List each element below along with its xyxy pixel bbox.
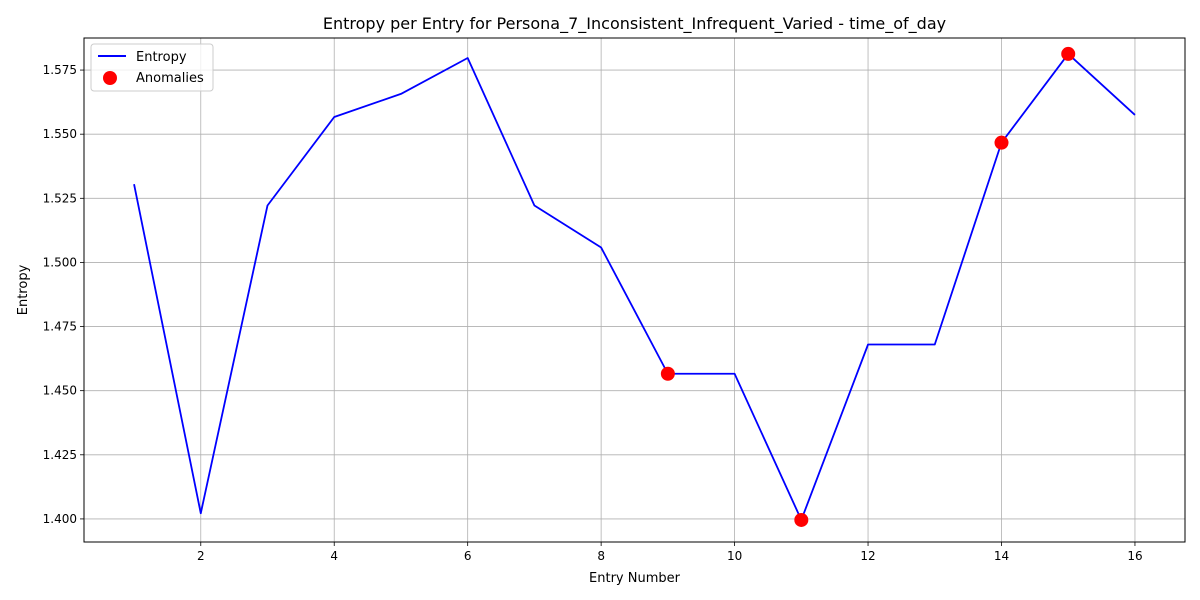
y-tick-label: 1.425 [43, 448, 77, 462]
x-tick-label: 8 [597, 549, 605, 563]
y-axis-label: Entropy [16, 264, 31, 315]
chart-title: Entropy per Entry for Persona_7_Inconsis… [323, 14, 946, 34]
legend: Entropy Anomalies [90, 43, 214, 92]
x-tick-label: 6 [464, 549, 472, 563]
entropy-series-line [133, 53, 1136, 521]
anomaly-point [794, 512, 809, 527]
tick-layer: 2 4 6 8 10 12 14 16 1.400 1.425 1.450 1.475 1.500 1.5… [43, 63, 1143, 563]
y-tick-label: 1.450 [43, 384, 77, 398]
y-tick-label: 1.475 [43, 320, 77, 334]
x-tick-label: 12 [860, 549, 875, 563]
x-tick-label: 2 [197, 549, 205, 563]
y-tick-label: 1.575 [43, 63, 77, 77]
anomaly-point [1061, 46, 1076, 61]
x-tick-label: 14 [994, 549, 1009, 563]
anomaly-point [660, 366, 675, 381]
x-axis-label: Entry Number [589, 571, 681, 586]
x-tick-label: 16 [1127, 549, 1142, 563]
x-tick-label: 4 [330, 549, 338, 563]
legend-anomalies-label: Anomalies [136, 71, 204, 86]
plot-frame [83, 37, 1186, 543]
y-tick-label: 1.400 [43, 512, 77, 526]
x-tick-label: 10 [727, 549, 742, 563]
y-tick-label: 1.500 [43, 255, 77, 269]
legend-entropy-label: Entropy [136, 50, 187, 65]
grid-layer [84, 38, 1185, 542]
y-tick-label: 1.550 [43, 127, 77, 141]
series-layer [133, 46, 1136, 527]
y-tick-label: 1.525 [43, 191, 77, 205]
legend-anomalies-swatch [103, 71, 117, 85]
anomaly-point [994, 135, 1009, 150]
